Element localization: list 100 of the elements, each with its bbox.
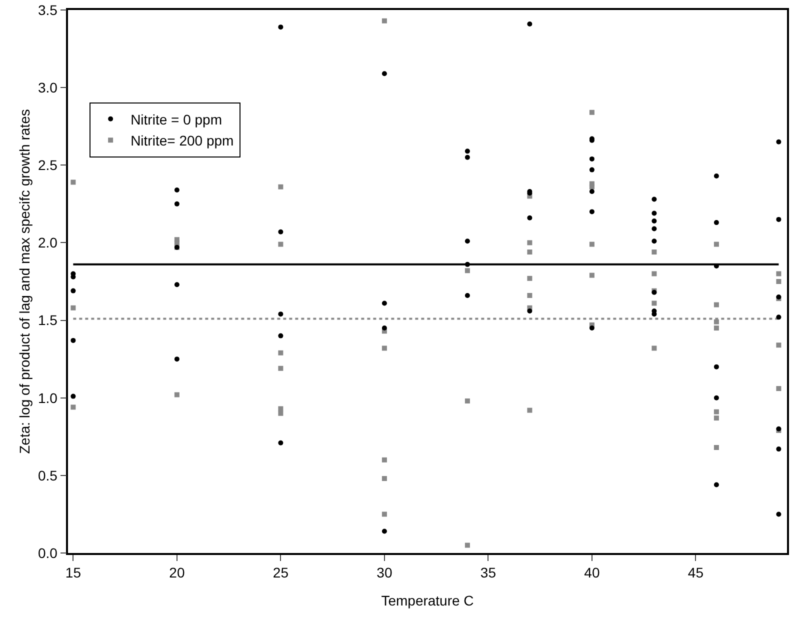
x-tick-label: 35: [480, 564, 496, 581]
point: [464, 398, 470, 404]
point: [382, 346, 387, 351]
point: [776, 139, 782, 144]
x-tick-label: 30: [376, 564, 392, 581]
point: [589, 189, 594, 194]
point: [382, 512, 387, 517]
point: [174, 356, 180, 362]
point: [527, 308, 532, 314]
point: [589, 242, 594, 247]
point: [776, 314, 782, 320]
y-tick-label: 0.5: [38, 467, 58, 484]
legend-label: Nitrite = 0 ppm: [130, 111, 222, 128]
point: [70, 288, 76, 294]
x-tick-label: 25: [272, 564, 289, 581]
point: [714, 326, 719, 331]
legend-label: Nitrite= 200 ppm: [130, 132, 234, 149]
point: [714, 409, 719, 414]
point: [464, 262, 470, 267]
point: [527, 215, 532, 220]
x-tick-label: 15: [65, 564, 82, 581]
point: [174, 392, 180, 398]
point: [714, 319, 719, 324]
point: [714, 364, 719, 370]
point: [70, 180, 76, 185]
point: [589, 156, 594, 162]
point: [278, 366, 284, 371]
point: [278, 312, 284, 317]
point: [589, 110, 594, 115]
point: [589, 272, 594, 278]
point: [278, 406, 284, 412]
point: [652, 196, 657, 202]
point: [776, 279, 782, 284]
point: [278, 410, 284, 416]
point: [382, 476, 387, 482]
point: [174, 240, 180, 246]
point: [278, 350, 284, 356]
point: [776, 446, 782, 452]
point: [527, 21, 532, 26]
point: [652, 346, 657, 351]
point: [652, 250, 657, 255]
point: [382, 18, 387, 24]
point: [714, 395, 719, 400]
point: [382, 457, 387, 462]
point: [776, 216, 782, 222]
point: [278, 242, 284, 247]
point: [278, 440, 284, 446]
point: [652, 238, 657, 244]
point: [70, 338, 76, 343]
point: [589, 184, 594, 190]
point: [652, 218, 657, 224]
y-tick-label: 1.5: [38, 312, 58, 328]
point: [70, 394, 76, 399]
point: [776, 512, 782, 517]
x-tick-label: 20: [169, 564, 185, 581]
y-tick-label: 2.5: [38, 157, 58, 174]
y-tick-label: 3.5: [38, 2, 58, 18]
point: [527, 240, 532, 246]
point: [652, 312, 657, 317]
point: [527, 276, 532, 281]
point: [652, 226, 657, 232]
point: [714, 445, 719, 450]
point: [589, 167, 594, 172]
point: [652, 271, 657, 276]
point: [382, 300, 387, 306]
point: [776, 342, 782, 348]
point: [70, 305, 76, 310]
point: [382, 326, 387, 331]
point: [464, 268, 470, 274]
point: [776, 271, 782, 276]
x-tick-label: 40: [584, 564, 600, 581]
point: [382, 71, 387, 76]
point: [652, 300, 657, 306]
point: [278, 333, 284, 338]
point: [278, 184, 284, 190]
point: [527, 250, 532, 255]
point: [174, 282, 180, 288]
point: [714, 242, 719, 247]
point: [278, 229, 284, 234]
point: [714, 302, 719, 308]
point: [464, 542, 470, 548]
point: [464, 238, 470, 244]
point: [527, 408, 532, 413]
point: [589, 209, 594, 214]
point: [714, 482, 719, 488]
point: [714, 220, 719, 226]
point: [464, 292, 470, 298]
point: [382, 528, 387, 534]
point: [174, 201, 180, 206]
point: [714, 416, 719, 421]
point: [527, 292, 532, 298]
y-tick-label: 2.0: [38, 234, 58, 251]
y-axis-title: Zeta: log of product of lag and max specifc growth rates: [16, 109, 32, 454]
y-tick-label: 0.0: [38, 544, 58, 561]
point: [278, 24, 284, 30]
point: [714, 174, 719, 178]
point: [589, 326, 594, 331]
y-tick-label: 3.0: [38, 79, 58, 96]
point: [174, 187, 180, 192]
x-tick-label: 45: [688, 564, 704, 581]
